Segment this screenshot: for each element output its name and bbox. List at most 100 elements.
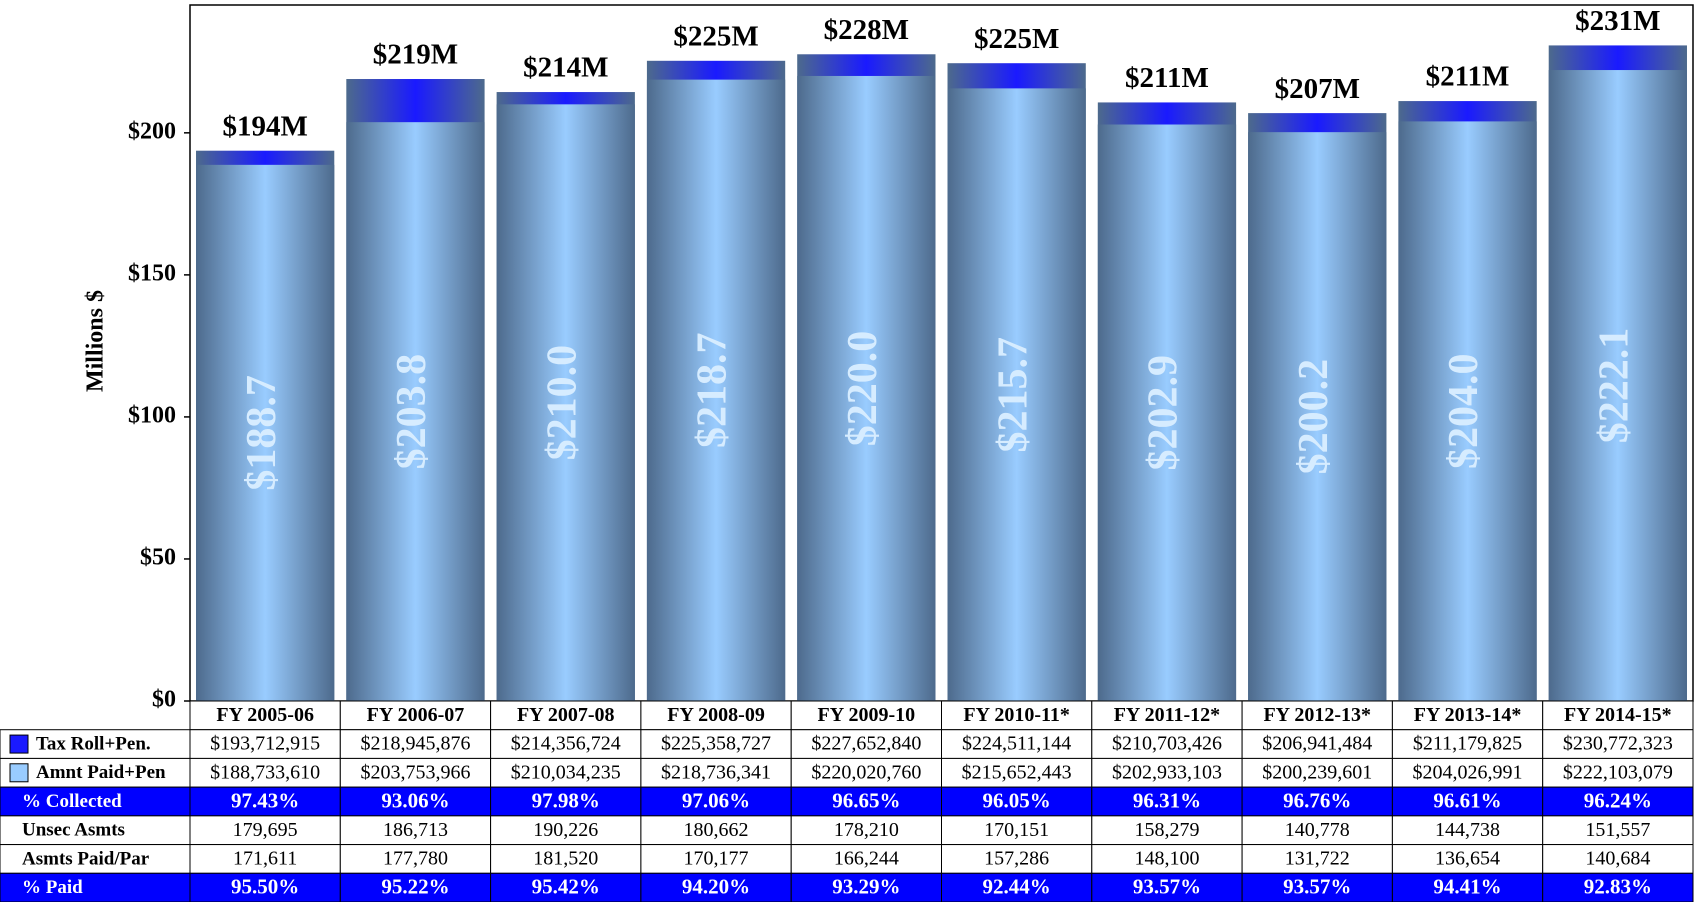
table-cell-box	[790, 844, 943, 874]
y-tick-label: $50	[140, 544, 176, 570]
table-cell: 92.44%	[983, 874, 1051, 898]
table-cell: 97.43%	[231, 788, 299, 812]
paid-label: $202.9	[1141, 355, 1187, 471]
paid-label: $188.7	[239, 375, 285, 491]
table-cell-box	[1542, 786, 1694, 817]
table-cell: 186,713	[383, 819, 448, 841]
table-cell: 171,611	[233, 848, 297, 870]
table-cell: 178,210	[834, 819, 899, 841]
table-cell-box	[339, 872, 492, 902]
table-cell-box	[1542, 815, 1694, 846]
paid-bar	[646, 79, 786, 701]
table-cell: FY 2008-09	[667, 704, 765, 726]
table-cell-box	[1241, 815, 1393, 846]
table-cell: Asmts Paid/Par	[22, 848, 150, 869]
table-cell: $211,179,825	[1413, 733, 1522, 755]
table-cell: 97.06%	[682, 788, 750, 812]
table-cell: 136,654	[1435, 848, 1500, 870]
table-cell: FY 2014-15*	[1564, 704, 1672, 726]
table-cell: $203,753,966	[360, 761, 470, 783]
header-cell	[941, 700, 1093, 731]
table-cell: $206,941,484	[1262, 733, 1372, 755]
table-cell-box	[640, 786, 792, 817]
table-cell-box	[1091, 729, 1243, 759]
table-cell: FY 2007-08	[517, 704, 615, 726]
table-cell: FY 2010-11*	[963, 704, 1069, 726]
table-cell: % Paid	[22, 877, 83, 898]
table-cell: FY 2006-07	[367, 704, 465, 726]
table-cell: 158,279	[1134, 819, 1199, 841]
table-cell-box	[1091, 815, 1243, 846]
table-cell-box	[790, 786, 943, 817]
y-tick-label: $150	[128, 260, 176, 286]
row-label-cell	[0, 815, 191, 846]
total-label: $228M	[824, 14, 909, 46]
table-cell: 92.83%	[1584, 874, 1652, 898]
table-cell-box	[189, 729, 341, 759]
paid-bar	[1097, 124, 1237, 701]
header-cell	[1241, 700, 1393, 731]
table-cell: 97.98%	[532, 788, 600, 812]
header-cell	[1091, 700, 1243, 731]
table-cell-box	[490, 844, 642, 874]
paid-label: $204.0	[1441, 353, 1487, 469]
table-cell: 94.20%	[682, 874, 750, 898]
paid-label: $218.7	[690, 333, 736, 449]
table-cell: $218,945,876	[360, 733, 470, 755]
table-cell-box	[490, 729, 642, 759]
total-label: $225M	[673, 20, 758, 52]
table-cell: 93.57%	[1283, 874, 1351, 898]
table-cell-box	[490, 757, 642, 788]
paid-bar	[496, 104, 635, 702]
table-cell-box	[1391, 844, 1544, 874]
table-cell: $225,358,727	[661, 733, 771, 755]
table-cell: 148,100	[1134, 848, 1199, 870]
table-cell-box	[790, 729, 943, 759]
table-cell: FY 2009-10	[818, 704, 916, 726]
table-cell: $210,703,426	[1112, 733, 1222, 755]
table-cell: 96.05%	[983, 788, 1051, 812]
total-label: $225M	[974, 23, 1059, 55]
table-cell-box	[1091, 757, 1243, 788]
table-cell-box	[1391, 815, 1544, 846]
total-label: $194M	[222, 110, 307, 142]
total-label: $211M	[1426, 61, 1510, 93]
paid-bar	[1398, 121, 1537, 701]
row-label-cell	[0, 786, 191, 817]
paid-bar	[346, 122, 485, 701]
paid-label: $222.1	[1591, 328, 1637, 444]
table-cell: % Collected	[22, 791, 122, 812]
table-cell-box	[1391, 786, 1544, 817]
table-cell: $218,736,341	[661, 761, 771, 783]
paid-bar	[947, 88, 1086, 701]
paid-label: $215.7	[990, 337, 1036, 453]
table-cell: 140,684	[1585, 848, 1650, 870]
table-cell: $224,511,144	[962, 733, 1071, 755]
row-label-cell	[0, 844, 191, 874]
header-cell	[339, 700, 492, 731]
y-tick-label: $200	[128, 118, 176, 144]
table-cell: Tax Roll+Pen.	[36, 733, 151, 754]
table-cell: $204,026,991	[1413, 761, 1523, 783]
table-cell: 177,780	[383, 848, 448, 870]
legend-swatch	[9, 734, 29, 754]
table-cell: 144,738	[1435, 819, 1500, 841]
table-cell: 96.24%	[1584, 788, 1652, 812]
table-cell: 96.61%	[1433, 788, 1501, 812]
total-label: $207M	[1275, 73, 1360, 105]
table-cell: 93.29%	[832, 874, 900, 898]
header-cell	[790, 700, 943, 731]
table-cell-box	[1091, 786, 1243, 817]
table-cell: 170,177	[684, 848, 749, 870]
table-cell-box	[1542, 729, 1694, 759]
paid-bar	[196, 164, 335, 702]
table-cell-box	[339, 757, 492, 788]
paid-bar	[1248, 132, 1387, 701]
table-cell: FY 2013-14*	[1414, 704, 1522, 726]
table-cell-box	[189, 786, 341, 817]
table-cell: $222,103,079	[1563, 761, 1673, 783]
table-cell: 157,286	[984, 848, 1049, 870]
total-label: $214M	[523, 52, 608, 84]
total-label: $211M	[1125, 62, 1209, 94]
